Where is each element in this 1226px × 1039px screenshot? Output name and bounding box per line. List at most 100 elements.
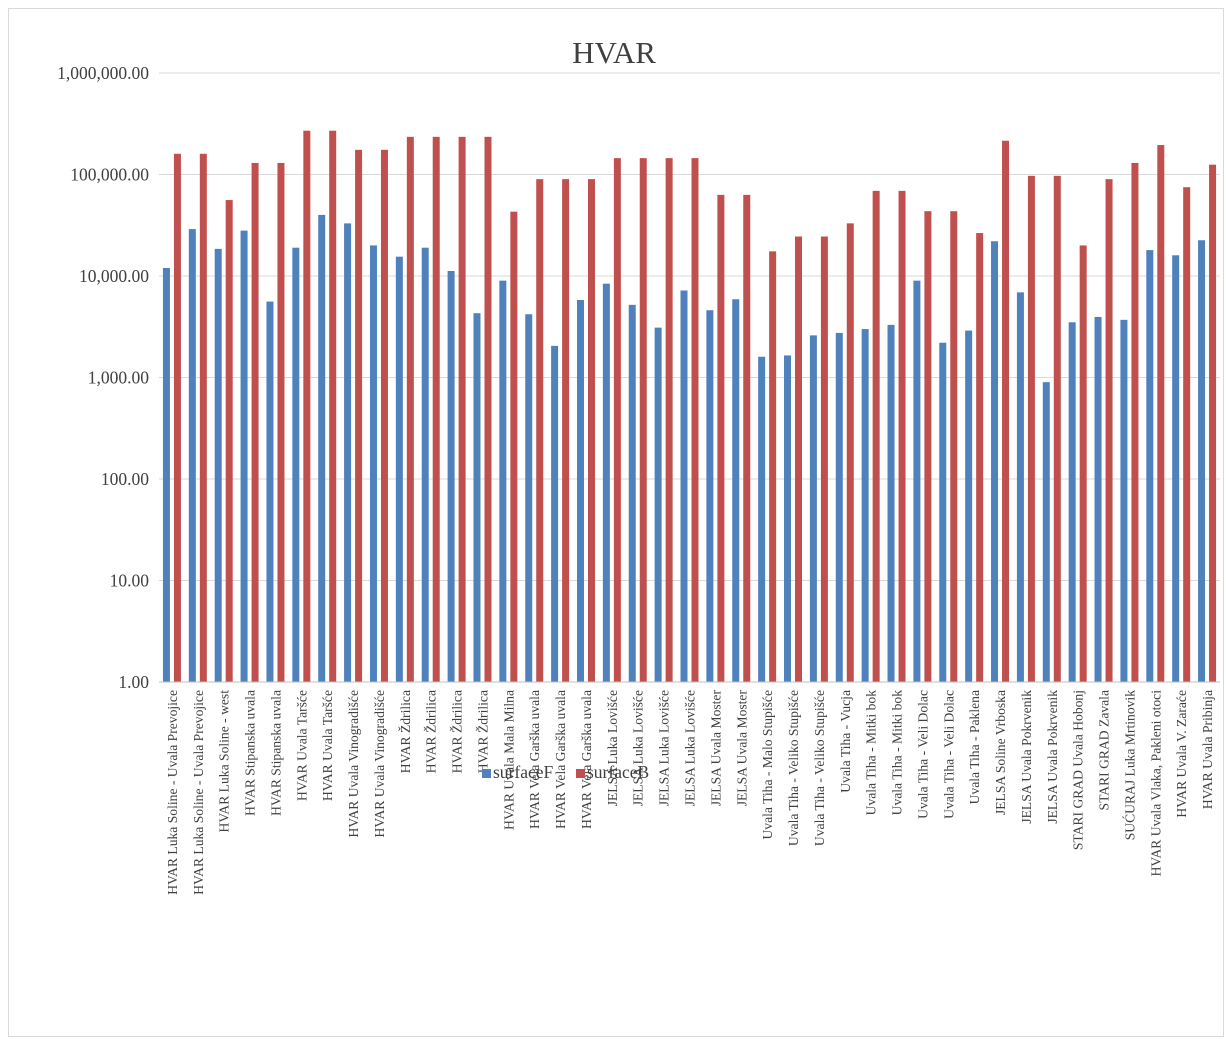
x-tick-label: HVAR Vela Garška uvala bbox=[579, 690, 594, 829]
x-tick-label: HVAR Uvala Vinogradišće bbox=[346, 690, 361, 837]
bar-surfaceF bbox=[240, 230, 248, 682]
x-tick-label: HVAR Ždrilica bbox=[449, 690, 465, 773]
bar-surfaceF bbox=[835, 332, 843, 682]
bar-surfaceF bbox=[551, 345, 559, 682]
x-tick-label: HVAR Stipanska uvala bbox=[268, 690, 283, 816]
bar-surfaceB bbox=[199, 153, 207, 683]
legend-swatch bbox=[576, 769, 585, 778]
x-tick-label: HVAR Uvala Pribinja bbox=[1200, 690, 1215, 809]
x-tick-label: STARI GRAD Zavala bbox=[1097, 690, 1112, 810]
x-tick-label: JELSA Luka Lovišće bbox=[657, 690, 672, 806]
x-tick-label: Uvala Tiha - Veli Dolac bbox=[941, 690, 956, 819]
x-tick-label: JELSA Luka Lovišće bbox=[683, 690, 698, 806]
y-tick-label: 1,000.00 bbox=[88, 368, 150, 388]
bar-surfaceF bbox=[162, 267, 170, 682]
x-tick-label: JELSA Uvala Moster bbox=[734, 690, 749, 807]
x-tick-label: HVAR Uvala Taršće bbox=[320, 690, 335, 801]
x-tick-label: JELSA Uvala Pokrvenik bbox=[1019, 690, 1034, 824]
bar-surfaceF bbox=[965, 330, 973, 682]
x-tick-label: HVAR Uvala Vinogradišće bbox=[372, 690, 387, 837]
x-tick-label: HVAR Uvala Taršće bbox=[294, 690, 309, 801]
bar-surfaceB bbox=[1157, 145, 1165, 682]
x-tick-label: HVAR Uvala V. Zaraće bbox=[1174, 690, 1189, 818]
x-tick-label: STARI GRAD Uvala Hobonj bbox=[1071, 690, 1086, 850]
bar-surfaceB bbox=[303, 130, 311, 683]
legend-item-surfaceB: surfaceB bbox=[576, 762, 649, 782]
bar-surfaceF bbox=[344, 223, 352, 682]
x-tick-label: Uvala Tiha - Veliko Stupišće bbox=[786, 690, 801, 846]
x-tick-label: HVAR Luka Soline - Uvala Prevojice bbox=[191, 690, 206, 895]
bar-surfaceB bbox=[1002, 140, 1010, 682]
bar-surfaceB bbox=[1027, 175, 1035, 683]
x-tick-label: HVAR Uvala Vlaka, Pakleni otoci bbox=[1148, 690, 1163, 877]
bar-surfaceF bbox=[939, 342, 947, 682]
bar-surfaceB bbox=[691, 158, 699, 682]
bar-surfaceB bbox=[277, 162, 285, 682]
bar-surfaceF bbox=[680, 290, 688, 682]
bar-surfaceB bbox=[1053, 175, 1061, 683]
legend-item-surfaceF: surfaceF bbox=[482, 762, 554, 782]
bar-surfaceF bbox=[1198, 240, 1206, 682]
bar-surfaceF bbox=[421, 247, 429, 682]
x-tick-label: Uvala Tiha - Paklena bbox=[967, 690, 982, 804]
y-tick-label: 100,000.00 bbox=[70, 165, 149, 185]
x-tick-label: JELSA Uvala Pokrvenik bbox=[1045, 690, 1060, 824]
bar-surfaceB bbox=[173, 153, 181, 683]
y-axis-tick-labels: 1.00 10.00 100.00 1,000.00 10,000.00 100,000.… bbox=[57, 63, 149, 692]
bar-surfaceB bbox=[225, 200, 233, 683]
legend-label: surfaceB bbox=[587, 762, 649, 782]
bar-surfaceF bbox=[525, 314, 533, 682]
x-tick-label: JELSA Uvala Moster bbox=[708, 690, 723, 807]
bars bbox=[162, 130, 1217, 683]
bar-surfaceB bbox=[769, 251, 777, 682]
bar-surfaceF bbox=[266, 301, 274, 682]
bar-surfaceF bbox=[1146, 250, 1154, 682]
gridlines bbox=[159, 72, 1220, 683]
x-tick-label: HVAR Ždrilica bbox=[397, 690, 413, 773]
bar-surfaceB bbox=[406, 136, 414, 682]
x-tick-label: Uvala Tiha - Veliko Stupišće bbox=[812, 690, 827, 846]
x-tick-label: Uvala Tiha - Mitki bok bbox=[864, 690, 879, 816]
bar-surfaceF bbox=[1120, 319, 1128, 682]
bar-surfaceF bbox=[1094, 316, 1102, 682]
bar-surfaceF bbox=[292, 247, 300, 682]
legend-label: surfaceF bbox=[493, 762, 554, 782]
chart-frame: HVAR 1.00 10.00 100.00 1,000.00 10,000.00 100… bbox=[8, 8, 1224, 1037]
bar-surfaceB bbox=[1183, 187, 1191, 682]
legend-swatch bbox=[482, 769, 491, 778]
x-axis-tick-labels: HVAR Luka Soline - Uvala Prevojice HVAR L… bbox=[165, 690, 1215, 895]
x-tick-label: HVAR Ždrilica bbox=[423, 690, 439, 773]
x-tick-label: Uvala Tiha - Mitki bok bbox=[890, 690, 905, 816]
bar-surfaceF bbox=[706, 310, 714, 682]
bar-surfaceB bbox=[355, 149, 363, 682]
bar-surfaceB bbox=[976, 233, 984, 683]
bar-surfaceB bbox=[432, 136, 440, 682]
bar-surfaceF bbox=[991, 241, 999, 683]
bar-surfaceF bbox=[214, 248, 222, 682]
bar-surfaceB bbox=[924, 211, 932, 682]
bar-surfaceF bbox=[784, 355, 792, 682]
x-tick-label: Uvala Tiha - Veli Dolac bbox=[915, 690, 930, 819]
bar-surfaceB bbox=[587, 179, 595, 682]
x-tick-label: HVAR Stipanska uvala bbox=[243, 690, 258, 816]
y-tick-label: 1,000,000.00 bbox=[57, 63, 149, 83]
x-tick-label: JELSA Luka Lovišće bbox=[605, 690, 620, 806]
bar-surfaceB bbox=[613, 158, 621, 682]
bar-surfaceB bbox=[795, 236, 803, 683]
bar-surfaceB bbox=[562, 179, 570, 682]
x-tick-label: Uvala Tiha - Malo Stupišće bbox=[760, 690, 775, 840]
bar-surfaceB bbox=[458, 136, 466, 682]
bar-surfaceB bbox=[329, 130, 337, 683]
bar-surfaceB bbox=[665, 158, 673, 682]
bar-surfaceB bbox=[1079, 245, 1087, 683]
bar-surfaceB bbox=[872, 190, 880, 682]
bar-surfaceF bbox=[447, 271, 455, 682]
bar-surfaceB bbox=[898, 190, 906, 682]
bar-surfaceB bbox=[950, 211, 958, 682]
bar-surfaceF bbox=[395, 256, 403, 682]
bar-surfaceF bbox=[887, 324, 895, 682]
bar-surfaceB bbox=[1105, 179, 1113, 682]
bar-surfaceF bbox=[318, 214, 326, 682]
x-tick-label: HVAR Uvala Mala Milna bbox=[501, 690, 516, 830]
bar-surfaceF bbox=[473, 313, 481, 682]
